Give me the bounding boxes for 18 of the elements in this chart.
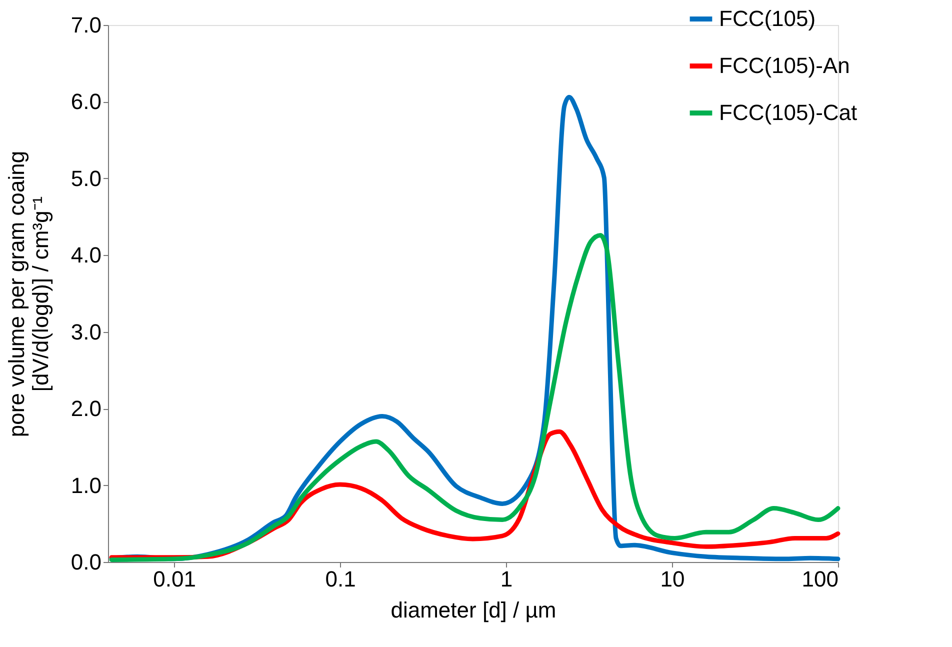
y-tick-label: 3.0 bbox=[70, 319, 102, 344]
x-tick-label: 0.1 bbox=[325, 566, 356, 592]
y-axis-title: pore volume per gram coaing [dV/d(logd)] / cm³g⁻¹ bbox=[4, 150, 53, 438]
x-tick-label: 0.01 bbox=[153, 566, 196, 592]
x-tick-label: 100 bbox=[802, 566, 838, 592]
y-tick-label: 4.0 bbox=[70, 242, 102, 268]
x-tick-label: 10 bbox=[660, 566, 685, 592]
y-tick-label: 2.0 bbox=[70, 396, 102, 422]
y-tick-label: 1.0 bbox=[70, 472, 102, 498]
legend-label: FCC(105) bbox=[719, 6, 816, 31]
y-tick-label: 5.0 bbox=[70, 166, 102, 191]
y-tick-label: 6.0 bbox=[70, 89, 102, 114]
y-tick-label: 7.0 bbox=[70, 12, 102, 38]
legend-label: FCC(105)-Cat bbox=[719, 100, 858, 125]
x-tick-label: 1 bbox=[500, 566, 513, 592]
legend-label: FCC(105)-An bbox=[719, 53, 850, 78]
y-tick-label: 0.0 bbox=[70, 550, 102, 574]
x-axis-title: diameter [d] / µm bbox=[390, 598, 556, 622]
